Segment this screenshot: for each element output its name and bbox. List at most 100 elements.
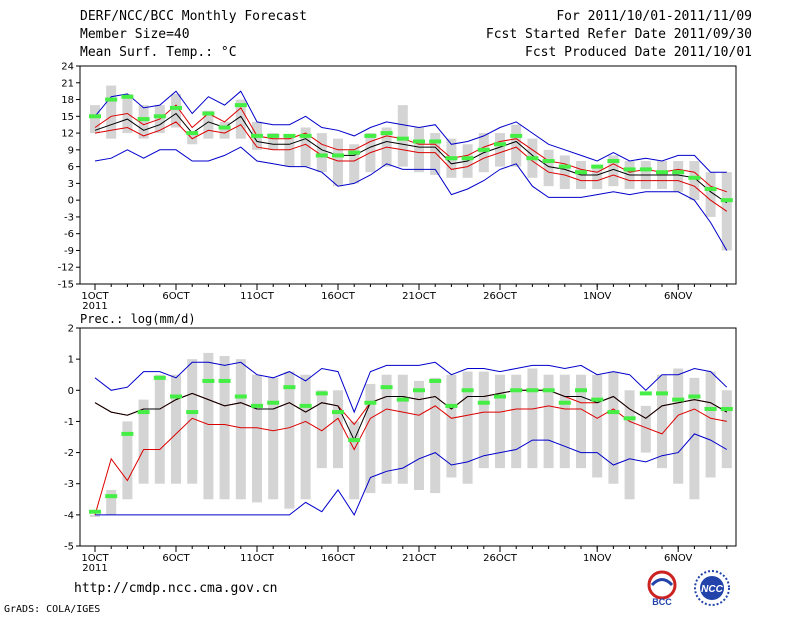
x-tick-label: 6OCT — [162, 553, 190, 564]
x-tick-label: 1NOV — [583, 291, 612, 302]
y-tick-label: -4 — [64, 510, 74, 521]
y-tick-label: -1 — [64, 417, 74, 428]
ensemble-box — [219, 356, 230, 500]
ensemble-box — [138, 399, 149, 484]
median-marker — [445, 403, 458, 408]
ensemble-box — [673, 368, 684, 484]
plot-frame — [79, 65, 737, 285]
median-marker — [364, 133, 377, 138]
median-marker — [510, 388, 523, 393]
ensemble-box — [689, 161, 700, 201]
y-tick-label: 2 — [68, 324, 74, 335]
median-marker — [267, 133, 280, 138]
min-line — [94, 146, 728, 251]
ensemble-box — [705, 172, 716, 217]
median-marker — [89, 509, 101, 514]
median-marker — [153, 114, 166, 119]
median-marker — [510, 133, 523, 138]
median-marker — [623, 416, 636, 421]
median-marker — [137, 117, 150, 122]
variable-label: Mean Surf. Temp.: °C — [80, 45, 237, 60]
median-marker — [494, 142, 506, 147]
median-marker — [380, 131, 393, 136]
y-tick-label: 0 — [68, 386, 74, 397]
y-tick-label: 1 — [68, 355, 74, 366]
median-marker — [575, 388, 587, 393]
y-tick-label: -3 — [64, 479, 74, 490]
y-tick-label: -9 — [64, 246, 74, 257]
panel-precip: Prec.: log(mm/d) 2 1 0 -1 -2 -3 -4 -5 1OCT 6OCT 11O… — [64, 312, 737, 574]
fcst-produced-date: Fcst Produced Date 2011/10/01 — [525, 45, 752, 60]
ensemble-box — [478, 371, 489, 469]
ensemble-box — [333, 390, 343, 469]
median-marker — [477, 400, 490, 405]
header-left: DERF/NCC/BCC Monthly Forecast Member Siz… — [80, 8, 307, 62]
x-year-label: 2011 — [82, 301, 107, 312]
x-tick-label: 1OCT — [81, 553, 109, 564]
ensemble-box — [430, 377, 441, 494]
median-marker — [413, 139, 425, 144]
median-marker — [688, 175, 701, 180]
forecast-period: For 2011/10/01-2011/11/09 — [556, 9, 752, 24]
ensemble-box — [689, 377, 700, 500]
ensemble-box — [333, 138, 343, 187]
y-tick-label: 15 — [61, 112, 74, 123]
median-marker — [656, 391, 668, 396]
y-tick-label: 24 — [61, 62, 74, 73]
median-marker — [121, 94, 134, 99]
max-line — [94, 90, 727, 173]
y-tick-label: -15 — [58, 280, 74, 291]
median-marker — [607, 159, 620, 164]
ensemble-box — [543, 149, 554, 187]
median-marker — [526, 388, 539, 393]
ensemble-box — [397, 105, 408, 167]
median-marker — [639, 167, 652, 172]
median-marker — [623, 167, 636, 172]
median-marker — [299, 403, 312, 408]
median-marker — [186, 131, 199, 136]
ensemble-box — [122, 421, 133, 500]
median-marker — [575, 170, 587, 175]
median-marker — [299, 133, 312, 138]
median-marker — [607, 410, 620, 415]
median-marker — [591, 164, 604, 169]
median-marker — [251, 133, 263, 138]
median-marker — [558, 400, 571, 405]
ensemble-box — [235, 99, 246, 139]
ensemble-box — [462, 371, 473, 484]
median-marker — [445, 156, 458, 161]
ensemble-box — [673, 161, 684, 192]
ensemble-box — [316, 133, 327, 173]
ensemble-box — [106, 85, 117, 139]
ensemble-box — [430, 133, 441, 175]
ensemble-box — [138, 105, 149, 139]
y-tick-label: -6 — [64, 229, 74, 240]
ncc-logo: NCC — [694, 570, 730, 606]
upper-percentile-line — [94, 104, 727, 193]
source-url[interactable]: http://cmdp.ncc.cma.gov.cn — [74, 581, 278, 596]
ensemble-box — [300, 374, 311, 500]
median-marker — [89, 114, 101, 119]
median-marker — [688, 394, 701, 399]
median-marker — [315, 153, 328, 158]
ensemble-box — [349, 144, 360, 184]
ensemble-box — [268, 377, 279, 500]
x-tick-label: 1OCT — [81, 291, 109, 302]
x-tick-label: 6OCT — [162, 291, 190, 302]
x-tick-label: 6NOV — [664, 291, 693, 302]
y-tick-label: 0 — [68, 196, 74, 207]
x-tick-label: 1NOV — [583, 553, 612, 564]
x-tick-label: 11OCT — [240, 291, 275, 302]
ensemble-box — [543, 374, 554, 469]
mean-line — [94, 112, 728, 204]
median-marker — [170, 394, 182, 399]
ensemble-box — [171, 93, 181, 128]
ensemble-box — [624, 390, 635, 500]
ensemble-box — [316, 390, 327, 469]
x-tick-label: 26OCT — [483, 291, 518, 302]
ensemble-box — [171, 374, 181, 484]
median-marker — [704, 406, 717, 411]
chart-title: DERF/NCC/BCC Monthly Forecast — [80, 9, 307, 24]
x-tick-label: 16OCT — [321, 553, 356, 564]
